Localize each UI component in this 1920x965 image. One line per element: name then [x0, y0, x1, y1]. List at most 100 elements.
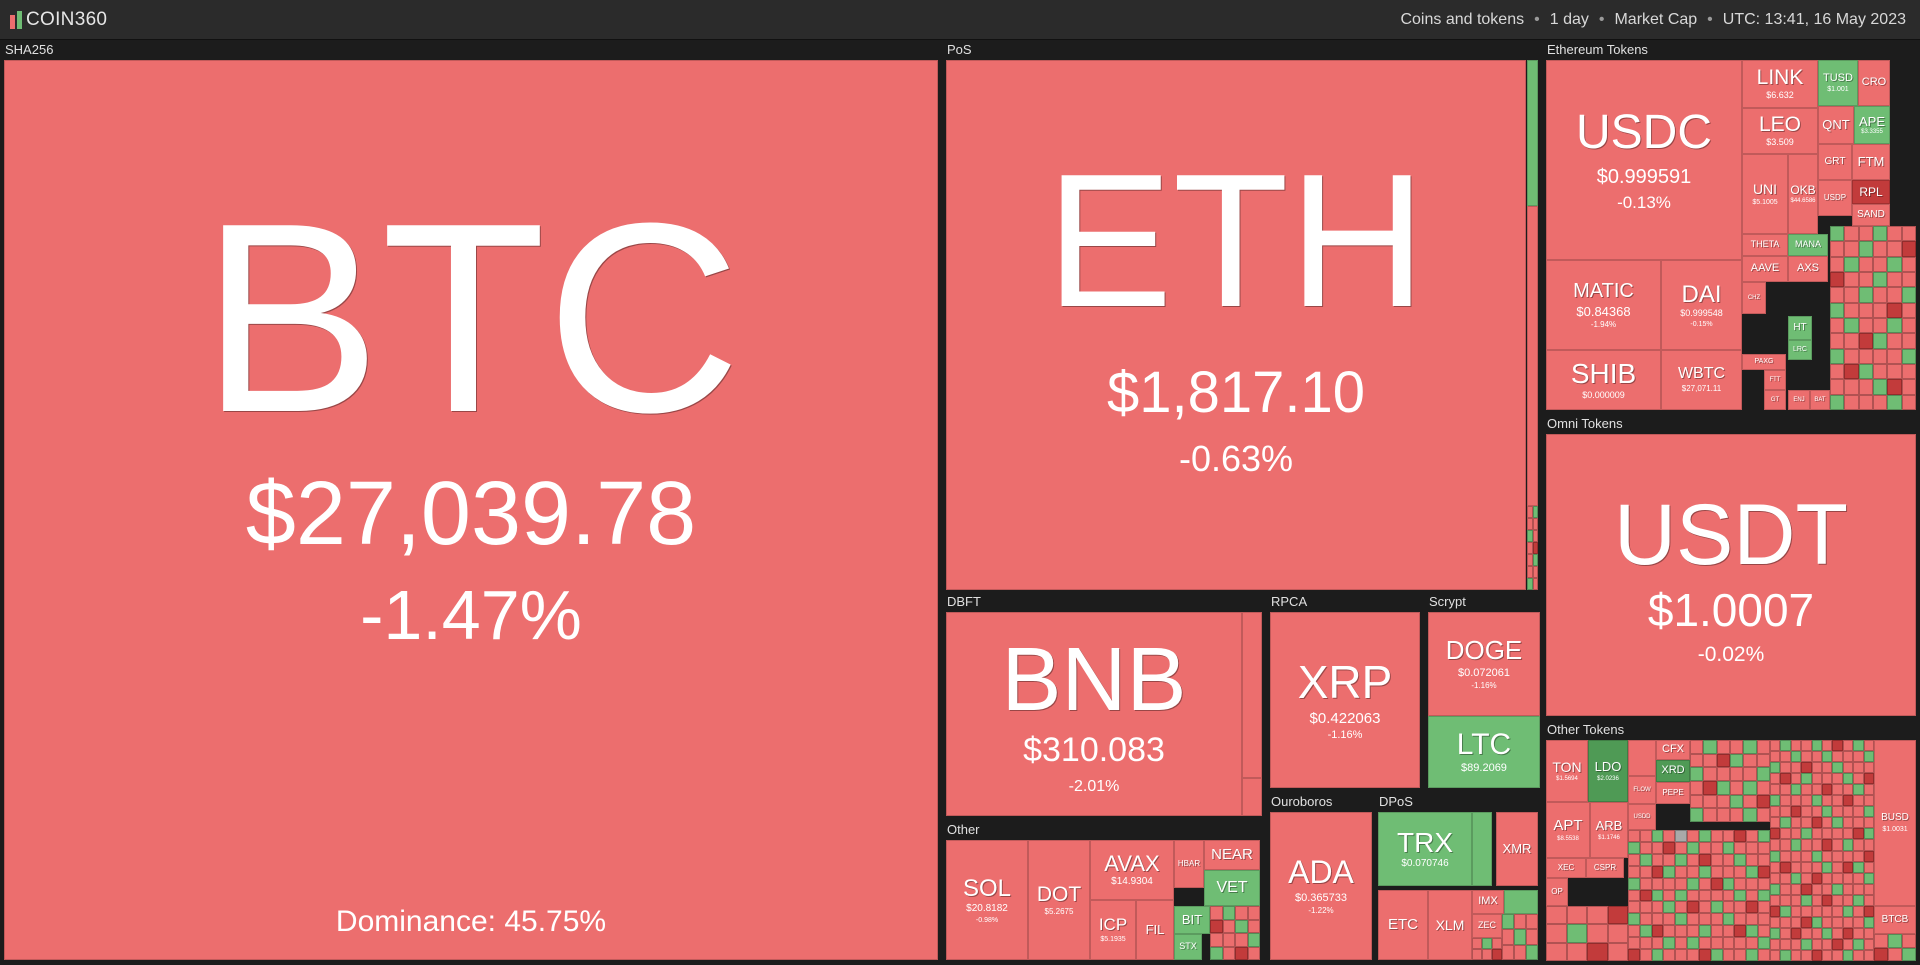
small-coin-cell[interactable] — [1722, 830, 1735, 842]
tile-ftt[interactable]: FTT — [1764, 370, 1786, 390]
small-coin-cell[interactable] — [1830, 317, 1845, 334]
small-coin-cell[interactable] — [1842, 828, 1854, 840]
small-coin-cell[interactable] — [1663, 901, 1676, 914]
small-coin-cell[interactable] — [1844, 271, 1859, 288]
small-coin-cell[interactable] — [1801, 773, 1812, 785]
small-coin-cell[interactable] — [1651, 901, 1664, 914]
small-coin-cell[interactable] — [1527, 578, 1533, 590]
tile-near[interactable]: NEAR — [1204, 840, 1260, 870]
small-coin-cell[interactable] — [1863, 839, 1874, 851]
small-coin-cell[interactable] — [1801, 916, 1812, 928]
small-coin-cell[interactable] — [1863, 894, 1874, 906]
tile-zec[interactable]: ZEC — [1472, 914, 1502, 938]
small-coin-cell[interactable] — [1801, 740, 1812, 752]
small-coin-cell[interactable] — [1690, 808, 1704, 822]
tile-usdp[interactable]: USDP — [1818, 180, 1852, 216]
small-coin-cell[interactable] — [1858, 241, 1873, 257]
small-coin-cell[interactable] — [1729, 767, 1744, 781]
small-coin-cell[interactable] — [1853, 850, 1864, 862]
small-coin-cell[interactable] — [1832, 784, 1843, 796]
small-coin-cell[interactable] — [1663, 865, 1676, 878]
small-coin-cell[interactable] — [1801, 883, 1812, 895]
small-coin-cell[interactable] — [1842, 762, 1854, 774]
small-coin-cell[interactable] — [1872, 287, 1888, 303]
small-coin-cell[interactable] — [1901, 317, 1916, 334]
small-coin-cell[interactable] — [1811, 828, 1822, 840]
small-coin-cell[interactable] — [1722, 865, 1735, 878]
small-coin-cell[interactable] — [1743, 808, 1757, 822]
small-coin-cell[interactable] — [1842, 817, 1854, 829]
tile-usdd[interactable]: USDD — [1628, 804, 1656, 830]
small-coin-cell[interactable] — [1716, 794, 1730, 809]
small-coin-cell[interactable] — [1532, 506, 1538, 518]
small-coin-cell[interactable] — [1639, 913, 1652, 926]
small-coin-cell[interactable] — [1492, 949, 1502, 960]
scope-selector[interactable]: Coins and tokens — [1400, 11, 1525, 28]
tile-dai[interactable]: DAI $0.999548 -0.15% — [1661, 260, 1742, 350]
small-coin-cell[interactable] — [1902, 947, 1916, 961]
small-coin-cell[interactable] — [1821, 773, 1833, 785]
small-coin-cell[interactable] — [1842, 883, 1854, 895]
small-coin-cell[interactable] — [1780, 839, 1791, 851]
tile-leo[interactable]: LEO $3.509 — [1742, 108, 1818, 154]
small-coin-cell[interactable] — [1546, 942, 1567, 961]
small-coin-cell[interactable] — [1675, 841, 1688, 854]
small-coin-cell[interactable] — [1663, 877, 1676, 890]
small-coin-cell[interactable] — [1235, 946, 1248, 960]
small-coin-cell[interactable] — [1663, 853, 1676, 866]
small-coin-cell[interactable] — [1811, 795, 1822, 807]
small-coin-cell[interactable] — [1858, 226, 1873, 242]
small-coin-cell[interactable] — [1801, 938, 1812, 950]
small-coin-cell[interactable] — [1639, 949, 1652, 961]
small-coin-cell[interactable] — [1756, 753, 1770, 768]
small-coin-cell[interactable] — [1756, 767, 1770, 781]
small-coin-cell[interactable] — [1587, 924, 1608, 943]
small-coin-cell[interactable] — [1863, 850, 1874, 862]
small-coin-cell[interactable] — [1832, 839, 1843, 851]
tile-fil[interactable]: FIL — [1136, 900, 1174, 960]
small-coin-cell[interactable] — [1770, 740, 1781, 752]
small-coin-cell[interactable] — [1587, 942, 1608, 961]
small-coin-cell[interactable] — [1734, 937, 1747, 950]
small-coin-cell[interactable] — [1710, 901, 1723, 914]
small-coin-cell[interactable] — [1758, 877, 1770, 890]
small-coin-cell[interactable] — [1472, 949, 1482, 960]
tile-eth[interactable]: ETH $1,817.10 -0.63% — [946, 60, 1526, 590]
tile-paxg[interactable]: PAXG — [1742, 354, 1786, 370]
small-coin-cell[interactable] — [1722, 853, 1735, 866]
tile-ltc[interactable]: LTC $89.2069 — [1428, 716, 1540, 788]
small-coin-cell[interactable] — [1628, 937, 1640, 950]
small-coin-cell[interactable] — [1780, 861, 1791, 873]
tile-qnt[interactable]: QNT — [1818, 106, 1854, 144]
small-coin-cell[interactable] — [1780, 762, 1791, 774]
tile-grt[interactable]: GRT — [1818, 144, 1852, 180]
small-coin-cell[interactable] — [1832, 828, 1843, 840]
small-coin-cell[interactable] — [1628, 830, 1640, 842]
small-coin-cell[interactable] — [1858, 287, 1873, 303]
small-coin-cell[interactable] — [1710, 937, 1723, 950]
small-coin-cell[interactable] — [1526, 944, 1538, 960]
tile-hbar[interactable]: HBAR — [1174, 840, 1204, 888]
tile-pepe[interactable]: PEPE — [1656, 782, 1690, 804]
small-coin-cell[interactable] — [1858, 379, 1873, 395]
small-coin-cell[interactable] — [1901, 333, 1916, 349]
small-coin-cell[interactable] — [1887, 287, 1902, 303]
small-coin-cell[interactable] — [1628, 901, 1640, 914]
small-coin-cell[interactable] — [1858, 317, 1873, 334]
small-coin-cell[interactable] — [1842, 927, 1854, 939]
small-coin-cell[interactable] — [1722, 913, 1735, 926]
small-coin-cell[interactable] — [1607, 924, 1628, 943]
small-coin-cell[interactable] — [1811, 740, 1822, 752]
small-coin-cell[interactable] — [1687, 937, 1699, 950]
tile-enj[interactable]: ENJ — [1788, 390, 1810, 410]
small-coin-cell[interactable] — [1526, 929, 1538, 945]
small-coin-cell[interactable] — [1663, 841, 1676, 854]
small-coin-cell[interactable] — [1863, 883, 1874, 895]
small-coin-cell[interactable] — [1790, 949, 1802, 961]
small-coin-cell[interactable] — [1210, 946, 1223, 960]
small-coin-cell[interactable] — [1526, 914, 1538, 930]
small-coin-cell[interactable] — [1863, 740, 1874, 752]
small-coin-cell[interactable] — [1821, 806, 1833, 818]
small-coin-cell[interactable] — [1780, 883, 1791, 895]
small-coin-cell[interactable] — [1832, 740, 1843, 752]
